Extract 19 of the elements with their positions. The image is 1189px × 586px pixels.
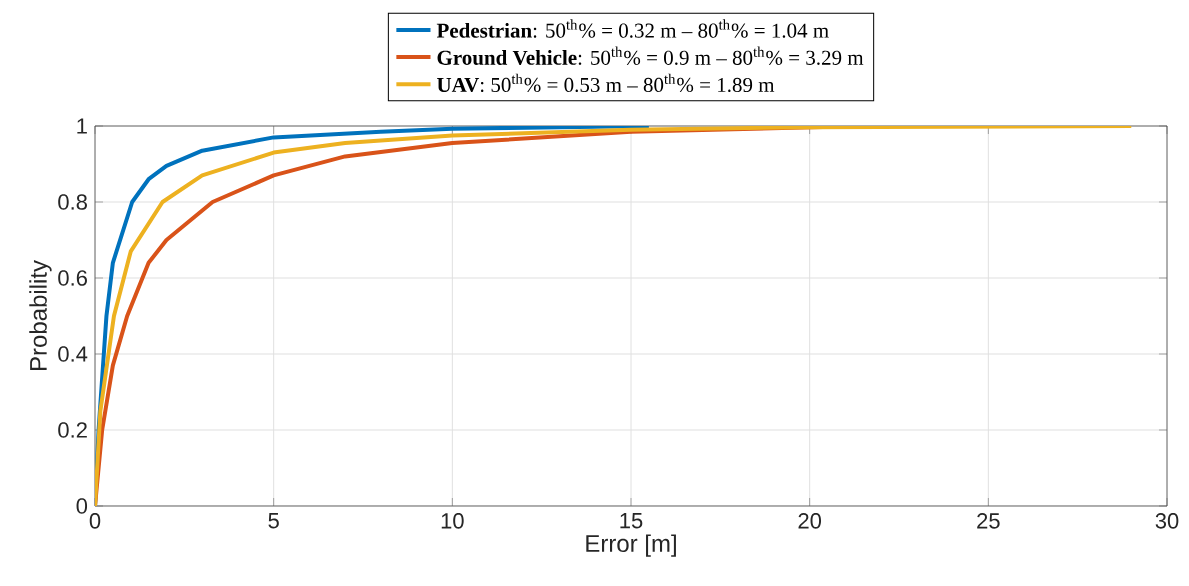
y-tick-label: 0.4 [58, 346, 88, 362]
x-tick-label: 25 [977, 513, 1000, 529]
y-tick-label: 0 [76, 498, 88, 514]
x-tick-label: 20 [798, 513, 822, 529]
y-tick-label: 0.6 [58, 270, 87, 286]
legend-label: Ground Vehicle: 50$^{th}$% = 0.9 m – 80$^{th}$% = 3.29 m [437, 46, 864, 65]
x-tick-label: 15 [620, 513, 643, 529]
x-axis-title: Error [m] [586, 534, 676, 557]
x-tick-label: 30 [1155, 513, 1179, 529]
y-tick-label: 0.8 [58, 194, 87, 210]
y-axis-title: Probability [29, 260, 52, 371]
y-tick-label: 1 [77, 118, 87, 134]
line-series [95, 126, 1134, 506]
x-tick-label: 5 [268, 513, 279, 529]
x-tick-label: 0 [89, 513, 101, 529]
legend-label: Pedestrian: 50$^{th}$% = 0.32 m – 80$^{th}$% = 1.04 m [436, 19, 829, 38]
x-tick-label: 10 [441, 513, 464, 529]
y-tick-label: 0.2 [58, 422, 87, 438]
legend-label: UAV: 50$^{th}$% = 0.53 m – 80$^{th}$% = 1.89 m [437, 73, 775, 93]
